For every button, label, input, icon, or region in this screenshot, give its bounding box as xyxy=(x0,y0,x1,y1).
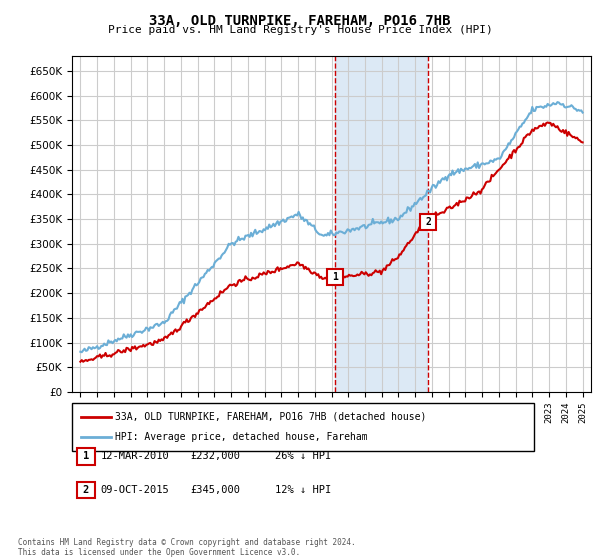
Text: 33A, OLD TURNPIKE, FAREHAM, PO16 7HB (detached house): 33A, OLD TURNPIKE, FAREHAM, PO16 7HB (de… xyxy=(115,412,427,422)
Text: 09-OCT-2015: 09-OCT-2015 xyxy=(101,485,170,495)
Text: £232,000: £232,000 xyxy=(191,451,241,461)
Text: 33A, OLD TURNPIKE, FAREHAM, PO16 7HB: 33A, OLD TURNPIKE, FAREHAM, PO16 7HB xyxy=(149,14,451,28)
Text: 12-MAR-2010: 12-MAR-2010 xyxy=(101,451,170,461)
Text: 2: 2 xyxy=(425,217,431,227)
Text: 1: 1 xyxy=(83,451,89,461)
Text: 2: 2 xyxy=(83,485,89,495)
Text: 26% ↓ HPI: 26% ↓ HPI xyxy=(275,451,331,461)
Text: 12% ↓ HPI: 12% ↓ HPI xyxy=(275,485,331,495)
Text: Contains HM Land Registry data © Crown copyright and database right 2024.
This d: Contains HM Land Registry data © Crown c… xyxy=(18,538,356,557)
Text: 1: 1 xyxy=(332,272,338,282)
Text: Price paid vs. HM Land Registry's House Price Index (HPI): Price paid vs. HM Land Registry's House … xyxy=(107,25,493,35)
Text: HPI: Average price, detached house, Fareham: HPI: Average price, detached house, Fare… xyxy=(115,432,368,442)
Text: £345,000: £345,000 xyxy=(191,485,241,495)
